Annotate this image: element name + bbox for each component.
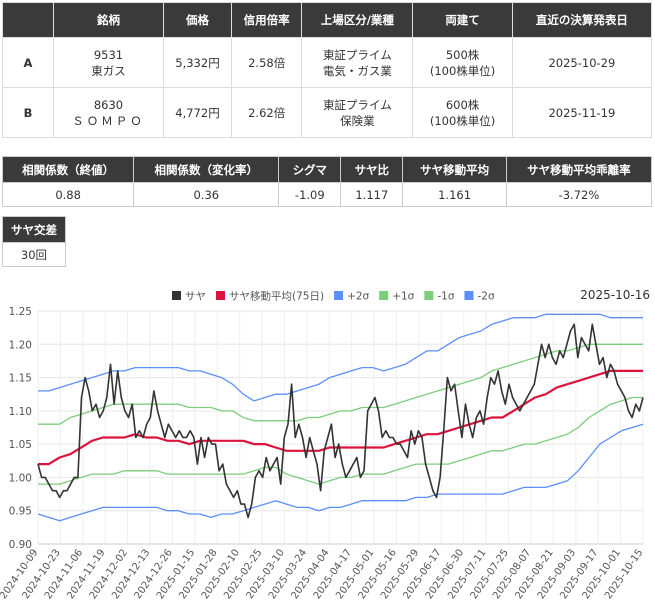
legend-label[interactable]: +2σ <box>347 291 369 303</box>
legend-swatch <box>216 291 225 300</box>
stock-code: 8630 <box>93 97 124 112</box>
stat-value: -3.72% <box>505 182 653 207</box>
price-cell: 5,332円 <box>162 37 232 88</box>
hedge-shares: 600株 <box>445 97 480 112</box>
market-text: 東証プライム <box>322 97 392 112</box>
table-row: B 8630 ＳＯＭＰＯ 4,772円 2.62倍 東証プライム 保険業 600株(… <box>2 87 653 138</box>
earnings-date-cell: 2025-11-19 <box>511 87 653 138</box>
stock-code: 9531 <box>93 47 124 62</box>
stock-name[interactable]: 東ガス <box>91 63 126 78</box>
header-cell: 両建て <box>412 2 513 38</box>
stat-label: シグマ <box>278 156 342 183</box>
legend-swatch <box>172 291 181 300</box>
pair-table-header: 銘柄 価格 信用倍率 上場区分/業種 両建て 直近の決算発表日 <box>2 2 653 38</box>
table-row: A 9531 東ガス 5,332円 2.58倍 東証プライム 電気・ガス業 500株… <box>2 37 653 88</box>
stat-label: 相関係数（変化率） <box>133 156 280 183</box>
legend-label[interactable]: -2σ <box>477 291 494 303</box>
row-id: A <box>2 37 54 88</box>
stock-cell[interactable]: 8630 ＳＯＭＰＯ <box>53 87 164 138</box>
stat-label: サヤ移動平均 <box>402 156 507 183</box>
market-cell: 東証プライム 電気・ガス業 <box>301 37 414 88</box>
header-cell: 価格 <box>162 2 232 38</box>
chart-legend[interactable]: サヤ サヤ移動平均(75日) +2σ +1σ -1σ -2σ <box>172 290 495 303</box>
unit-text: (100株単位) <box>429 113 496 128</box>
legend-swatch <box>464 291 474 300</box>
header-cell: 銘柄 <box>53 2 164 38</box>
header-cell: 直近の決算発表日 <box>511 2 653 38</box>
legend-swatch <box>424 291 434 300</box>
hedge-cell: 600株 (100株単位) <box>412 87 513 138</box>
y-tick-label: 1.10 <box>9 406 32 418</box>
hedge-shares: 500株 <box>445 47 480 62</box>
y-tick-label: 0.90 <box>9 539 32 551</box>
y-tick-label: 1.05 <box>9 439 32 451</box>
header-cell: 上場区分/業種 <box>301 2 414 38</box>
margin-ratio-cell: 2.62倍 <box>230 87 303 138</box>
chart-lines <box>37 313 644 522</box>
stat-value: 1.161 <box>402 182 507 207</box>
unit-text: (100株単位) <box>429 63 496 78</box>
chart-grid <box>37 310 644 545</box>
y-tick-label: 0.95 <box>9 506 32 518</box>
series-line-p2 <box>38 313 643 402</box>
y-tick-label: 1.20 <box>9 339 32 351</box>
legend-label[interactable]: サヤ <box>185 291 206 303</box>
legend-label[interactable]: +1σ <box>392 291 414 303</box>
series-line-saya <box>37 323 644 519</box>
stat-value: 0.88 <box>1 182 135 207</box>
series-line-ma <box>38 369 643 466</box>
row-id: B <box>2 87 54 138</box>
stat-label: 相関係数（終値） <box>1 156 135 183</box>
stat-value: 0.36 <box>133 182 280 207</box>
series-line-m1 <box>38 396 643 485</box>
sector-text: 電気・ガス業 <box>322 63 392 78</box>
stat-label: サヤ比 <box>340 156 404 183</box>
header-cell: 信用倍率 <box>230 2 303 38</box>
hedge-cell: 500株 (100株単位) <box>412 37 513 88</box>
market-cell: 東証プライム 保険業 <box>301 87 414 138</box>
y-tick-label: 1.15 <box>9 373 32 385</box>
stat-value: 30回 <box>2 242 66 267</box>
y-tick-label: 1.25 <box>9 306 32 318</box>
stock-name[interactable]: ＳＯＭＰＯ <box>72 113 145 128</box>
stat-label: サヤ交差 <box>2 216 66 243</box>
y-tick-label: 1.00 <box>9 472 32 484</box>
legend-label[interactable]: -1σ <box>437 291 454 303</box>
sector-text: 保険業 <box>340 113 375 128</box>
cross-table: サヤ交差 30回 <box>2 216 66 267</box>
stock-cell[interactable]: 9531 東ガス <box>53 37 164 88</box>
legend-label[interactable]: サヤ移動平均(75日) <box>229 290 324 303</box>
pair-table: 銘柄 価格 信用倍率 上場区分/業種 両建て 直近の決算発表日 A 9531 東ガ… <box>2 2 653 138</box>
stat-label: サヤ移動平均乖離率 <box>505 156 653 183</box>
market-text: 東証プライム <box>322 47 392 62</box>
earnings-date-cell: 2025-10-29 <box>511 37 653 88</box>
margin-ratio-cell: 2.58倍 <box>230 37 303 88</box>
series-line-p1 <box>38 343 643 425</box>
chart-date-label: 2025-10-16 <box>580 288 650 302</box>
series-line-m2 <box>37 423 644 522</box>
legend-swatch <box>334 291 344 300</box>
stats-table: 相関係数（終値） 相関係数（変化率） シグマ サヤ比 サヤ移動平均 サヤ移動平均… <box>1 156 653 207</box>
header-cell <box>2 2 54 38</box>
stat-value: 1.117 <box>340 182 404 207</box>
stat-value: -1.09 <box>278 182 342 207</box>
legend-swatch <box>379 291 389 300</box>
x-axis: 2024-10-092024-10-232024-11-062024-11-19… <box>0 547 645 601</box>
y-axis: 0.90 0.95 1.00 1.05 1.10 1.15 1.20 1.25 <box>9 306 32 551</box>
price-cell: 4,772円 <box>162 87 232 138</box>
spread-chart: サヤ サヤ移動平均(75日) +2σ +1σ -1σ -2σ 2025-10-16 0.9… <box>0 288 650 601</box>
